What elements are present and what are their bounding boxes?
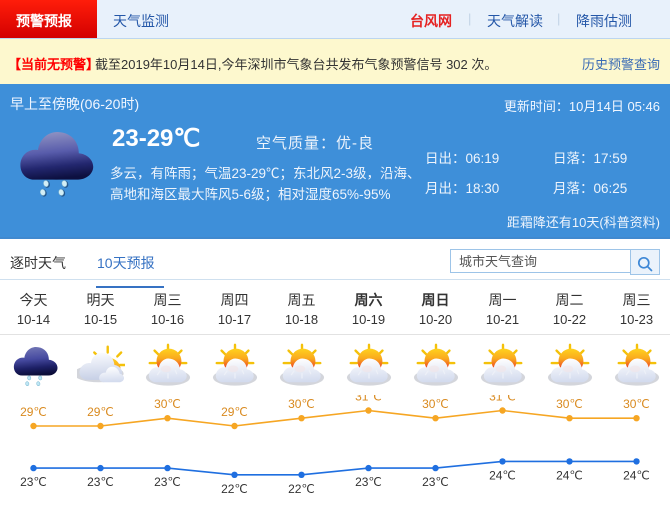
svg-text:30℃: 30℃: [422, 397, 449, 411]
svg-text:22℃: 22℃: [288, 482, 315, 496]
svg-text:24℃: 24℃: [489, 468, 516, 482]
svg-text:29℃: 29℃: [221, 405, 248, 419]
svg-text:23℃: 23℃: [154, 475, 181, 489]
svg-text:24℃: 24℃: [556, 468, 583, 482]
svg-text:30℃: 30℃: [623, 397, 650, 411]
svg-text:29℃: 29℃: [87, 405, 114, 419]
svg-text:23℃: 23℃: [422, 475, 449, 489]
svg-text:23℃: 23℃: [87, 475, 114, 489]
svg-text:22℃: 22℃: [221, 482, 248, 496]
svg-text:23℃: 23℃: [355, 475, 382, 489]
svg-text:23℃: 23℃: [20, 475, 47, 489]
svg-text:31℃: 31℃: [355, 395, 382, 404]
svg-text:30℃: 30℃: [154, 397, 181, 411]
svg-text:24℃: 24℃: [623, 468, 650, 482]
svg-text:31℃: 31℃: [489, 395, 516, 404]
svg-text:30℃: 30℃: [556, 397, 583, 411]
svg-text:29℃: 29℃: [20, 405, 47, 419]
svg-text:30℃: 30℃: [288, 397, 315, 411]
